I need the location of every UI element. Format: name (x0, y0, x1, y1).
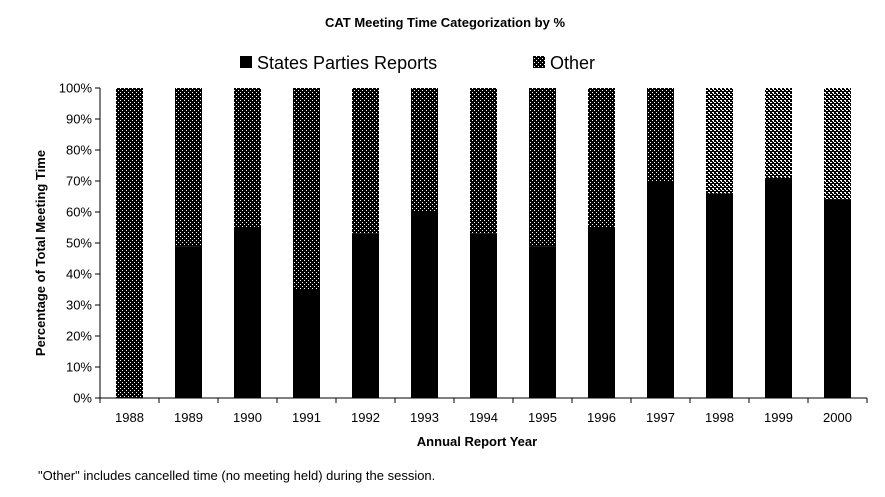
bars (116, 88, 851, 398)
x-tick-label: 1993 (410, 410, 439, 425)
chart-title: CAT Meeting Time Categorization by % (325, 15, 565, 30)
legend-swatch-other (533, 56, 545, 68)
y-tick-label: 10% (66, 360, 92, 375)
x-tick-label: 1994 (469, 410, 498, 425)
bar-states-parties-reports-2000 (824, 199, 851, 398)
y-axis: 0% 10% 20% 30% 40% 50% 60% 70% 80% 90% 100% (59, 81, 101, 406)
x-tick-label: 1995 (528, 410, 557, 425)
bar-states-parties-reports-1990 (234, 227, 261, 398)
bar-other-1998 (706, 88, 733, 194)
bar-states-parties-reports-1994 (470, 233, 497, 398)
y-tick-label: 90% (66, 112, 92, 127)
footnote: "Other" includes cancelled time (no meet… (38, 468, 436, 483)
x-tick-label: 1996 (587, 410, 616, 425)
bar-states-parties-reports-1993 (411, 212, 438, 398)
bar-other-1992 (352, 88, 379, 234)
y-tick-label: 70% (66, 174, 92, 189)
x-tick-label: 1992 (351, 410, 380, 425)
x-tick-label: 2000 (823, 410, 852, 425)
bar-states-parties-reports-1991 (293, 289, 320, 398)
bar-states-parties-reports-1998 (706, 193, 733, 398)
x-tick-label: 1997 (646, 410, 675, 425)
bar-other-1995 (529, 88, 556, 247)
bar-other-1991 (293, 88, 320, 290)
bar-states-parties-reports-1996 (588, 227, 615, 398)
legend-label-states-parties-reports: States Parties Reports (257, 53, 437, 73)
bar-states-parties-reports-1995 (529, 246, 556, 398)
bar-other-1996 (588, 88, 615, 228)
bar-states-parties-reports-1992 (352, 233, 379, 398)
y-tick-label: 30% (66, 298, 92, 313)
y-tick-label: 60% (66, 205, 92, 220)
bar-other-1994 (470, 88, 497, 234)
bar-other-1997 (647, 88, 674, 181)
y-tick-label: 0% (73, 391, 92, 406)
bar-states-parties-reports-1999 (765, 177, 792, 398)
x-tick-label: 1988 (115, 410, 144, 425)
bar-other-2000 (824, 88, 851, 200)
bar-states-parties-reports-1997 (647, 181, 674, 398)
bar-other-1993 (411, 88, 438, 212)
x-tick-label: 1990 (233, 410, 262, 425)
x-tick-label: 1999 (764, 410, 793, 425)
y-tick-label: 80% (66, 143, 92, 158)
bar-other-1999 (765, 88, 792, 178)
y-axis-title: Percentage of Total Meeting Time (33, 150, 48, 356)
bar-other-1989 (175, 88, 202, 247)
y-tick-label: 100% (59, 81, 93, 96)
x-tick-label: 1991 (292, 410, 321, 425)
x-tick-label: 1998 (705, 410, 734, 425)
x-tick-label: 1989 (174, 410, 203, 425)
x-axis: 1988 1989 1990 1991 1992 1993 1994 1995 1996 1997… (99, 397, 868, 425)
legend-swatch-states-parties-reports (240, 56, 252, 68)
y-tick-label: 50% (66, 236, 92, 251)
legend: States Parties Reports Other (240, 53, 595, 73)
y-tick-label: 20% (66, 329, 92, 344)
legend-label-other: Other (550, 53, 595, 73)
bar-states-parties-reports-1989 (175, 246, 202, 398)
bar-other-1988 (116, 88, 143, 398)
x-axis-title: Annual Report Year (417, 434, 537, 449)
y-tick-label: 40% (66, 267, 92, 282)
bar-other-1990 (234, 88, 261, 228)
